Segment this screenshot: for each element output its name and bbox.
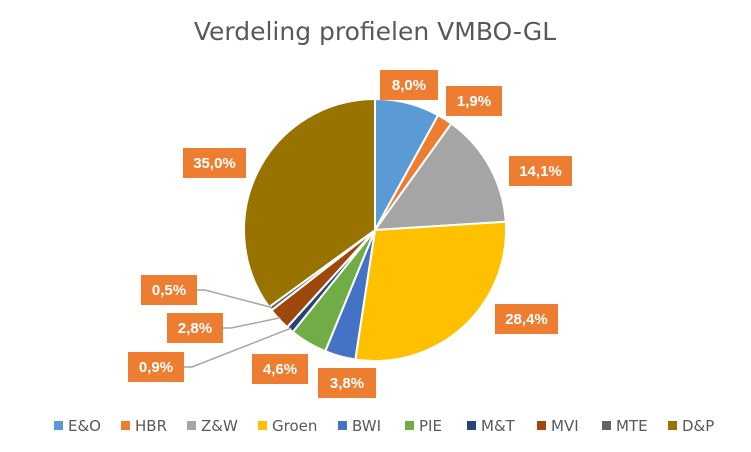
legend-swatch-mvi (537, 421, 546, 430)
legend-swatch-mte (602, 421, 611, 430)
pie-slices (243, 97, 507, 362)
leader-line-mvi (223, 316, 281, 329)
data-label-box-d-p (183, 148, 246, 178)
legend-swatch-hbr (121, 421, 130, 430)
pie-slice-groen (354, 220, 507, 362)
data-label-e-o: 8,0% (392, 77, 426, 94)
legend-swatch-m-t (467, 421, 476, 430)
data-label-box-hbr (446, 86, 502, 116)
data-label-hbr: 1,9% (457, 93, 491, 110)
data-label-mte: 0,5% (152, 282, 186, 299)
data-label-m-t: 0,9% (139, 359, 173, 376)
legend-swatch-groen (258, 421, 267, 430)
legend-label-d-p: D&P (682, 417, 714, 435)
leader-lines (184, 289, 292, 368)
data-label-box-mte (141, 275, 197, 305)
data-label-box-groen (495, 304, 558, 334)
legend-swatch-d-p (668, 421, 677, 430)
legend-label-hbr: HBR (135, 417, 167, 435)
data-label-box-m-t (128, 352, 184, 382)
data-label-z-w: 14,1% (519, 163, 562, 180)
legend-swatch-bwi (338, 421, 347, 430)
legend-swatch-pie (405, 421, 414, 430)
data-label-box-pie (252, 354, 308, 384)
legend-label-pie: PIE (419, 417, 442, 435)
leader-line-m-t (184, 327, 292, 368)
data-labels: 8,0% 1,9% 14,1% 28,4% 3,8% 4,6% 0,9% 2,8% 0,5% 35… (128, 70, 572, 398)
legend-swatch-e-o (54, 421, 63, 430)
pie-slice-z-w (372, 122, 507, 232)
pie-slice-d-p (243, 97, 376, 309)
leader-line-mte (197, 289, 272, 309)
legend-label-e-o: E&O (68, 417, 101, 435)
data-label-bwi: 3,8% (330, 375, 364, 392)
data-label-groen: 28,4% (505, 311, 548, 328)
data-label-box-e-o (380, 70, 438, 100)
legend-label-z-w: Z&W (201, 417, 238, 435)
legend-swatch-z-w (187, 421, 196, 430)
data-label-box-mvi (167, 313, 223, 343)
data-label-d-p: 35,0% (193, 155, 236, 172)
data-label-pie: 4,6% (263, 361, 297, 378)
data-label-box-bwi (318, 368, 376, 398)
chart-title: Verdeling profielen VMBO-GL (194, 17, 556, 46)
legend-label-groen: Groen (272, 417, 317, 435)
data-label-mvi: 2,8% (178, 320, 212, 337)
data-label-box-z-w (509, 156, 572, 186)
legend: E&O HBR Z&W Groen BWI PIE M&T MVI MTE D&P (54, 417, 714, 435)
legend-label-bwi: BWI (352, 417, 381, 435)
legend-label-mvi: MVI (551, 417, 579, 435)
legend-label-m-t: M&T (481, 417, 516, 435)
legend-label-mte: MTE (616, 417, 648, 435)
